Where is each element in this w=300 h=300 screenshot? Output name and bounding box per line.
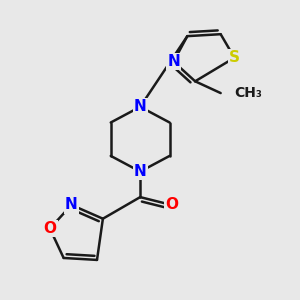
Text: N: N — [167, 54, 180, 69]
Text: O: O — [165, 197, 178, 212]
Text: O: O — [44, 221, 56, 236]
Text: N: N — [134, 99, 147, 114]
Text: S: S — [229, 50, 240, 65]
Text: N: N — [65, 197, 78, 212]
Text: N: N — [134, 164, 147, 179]
Text: CH₃: CH₃ — [234, 86, 262, 100]
